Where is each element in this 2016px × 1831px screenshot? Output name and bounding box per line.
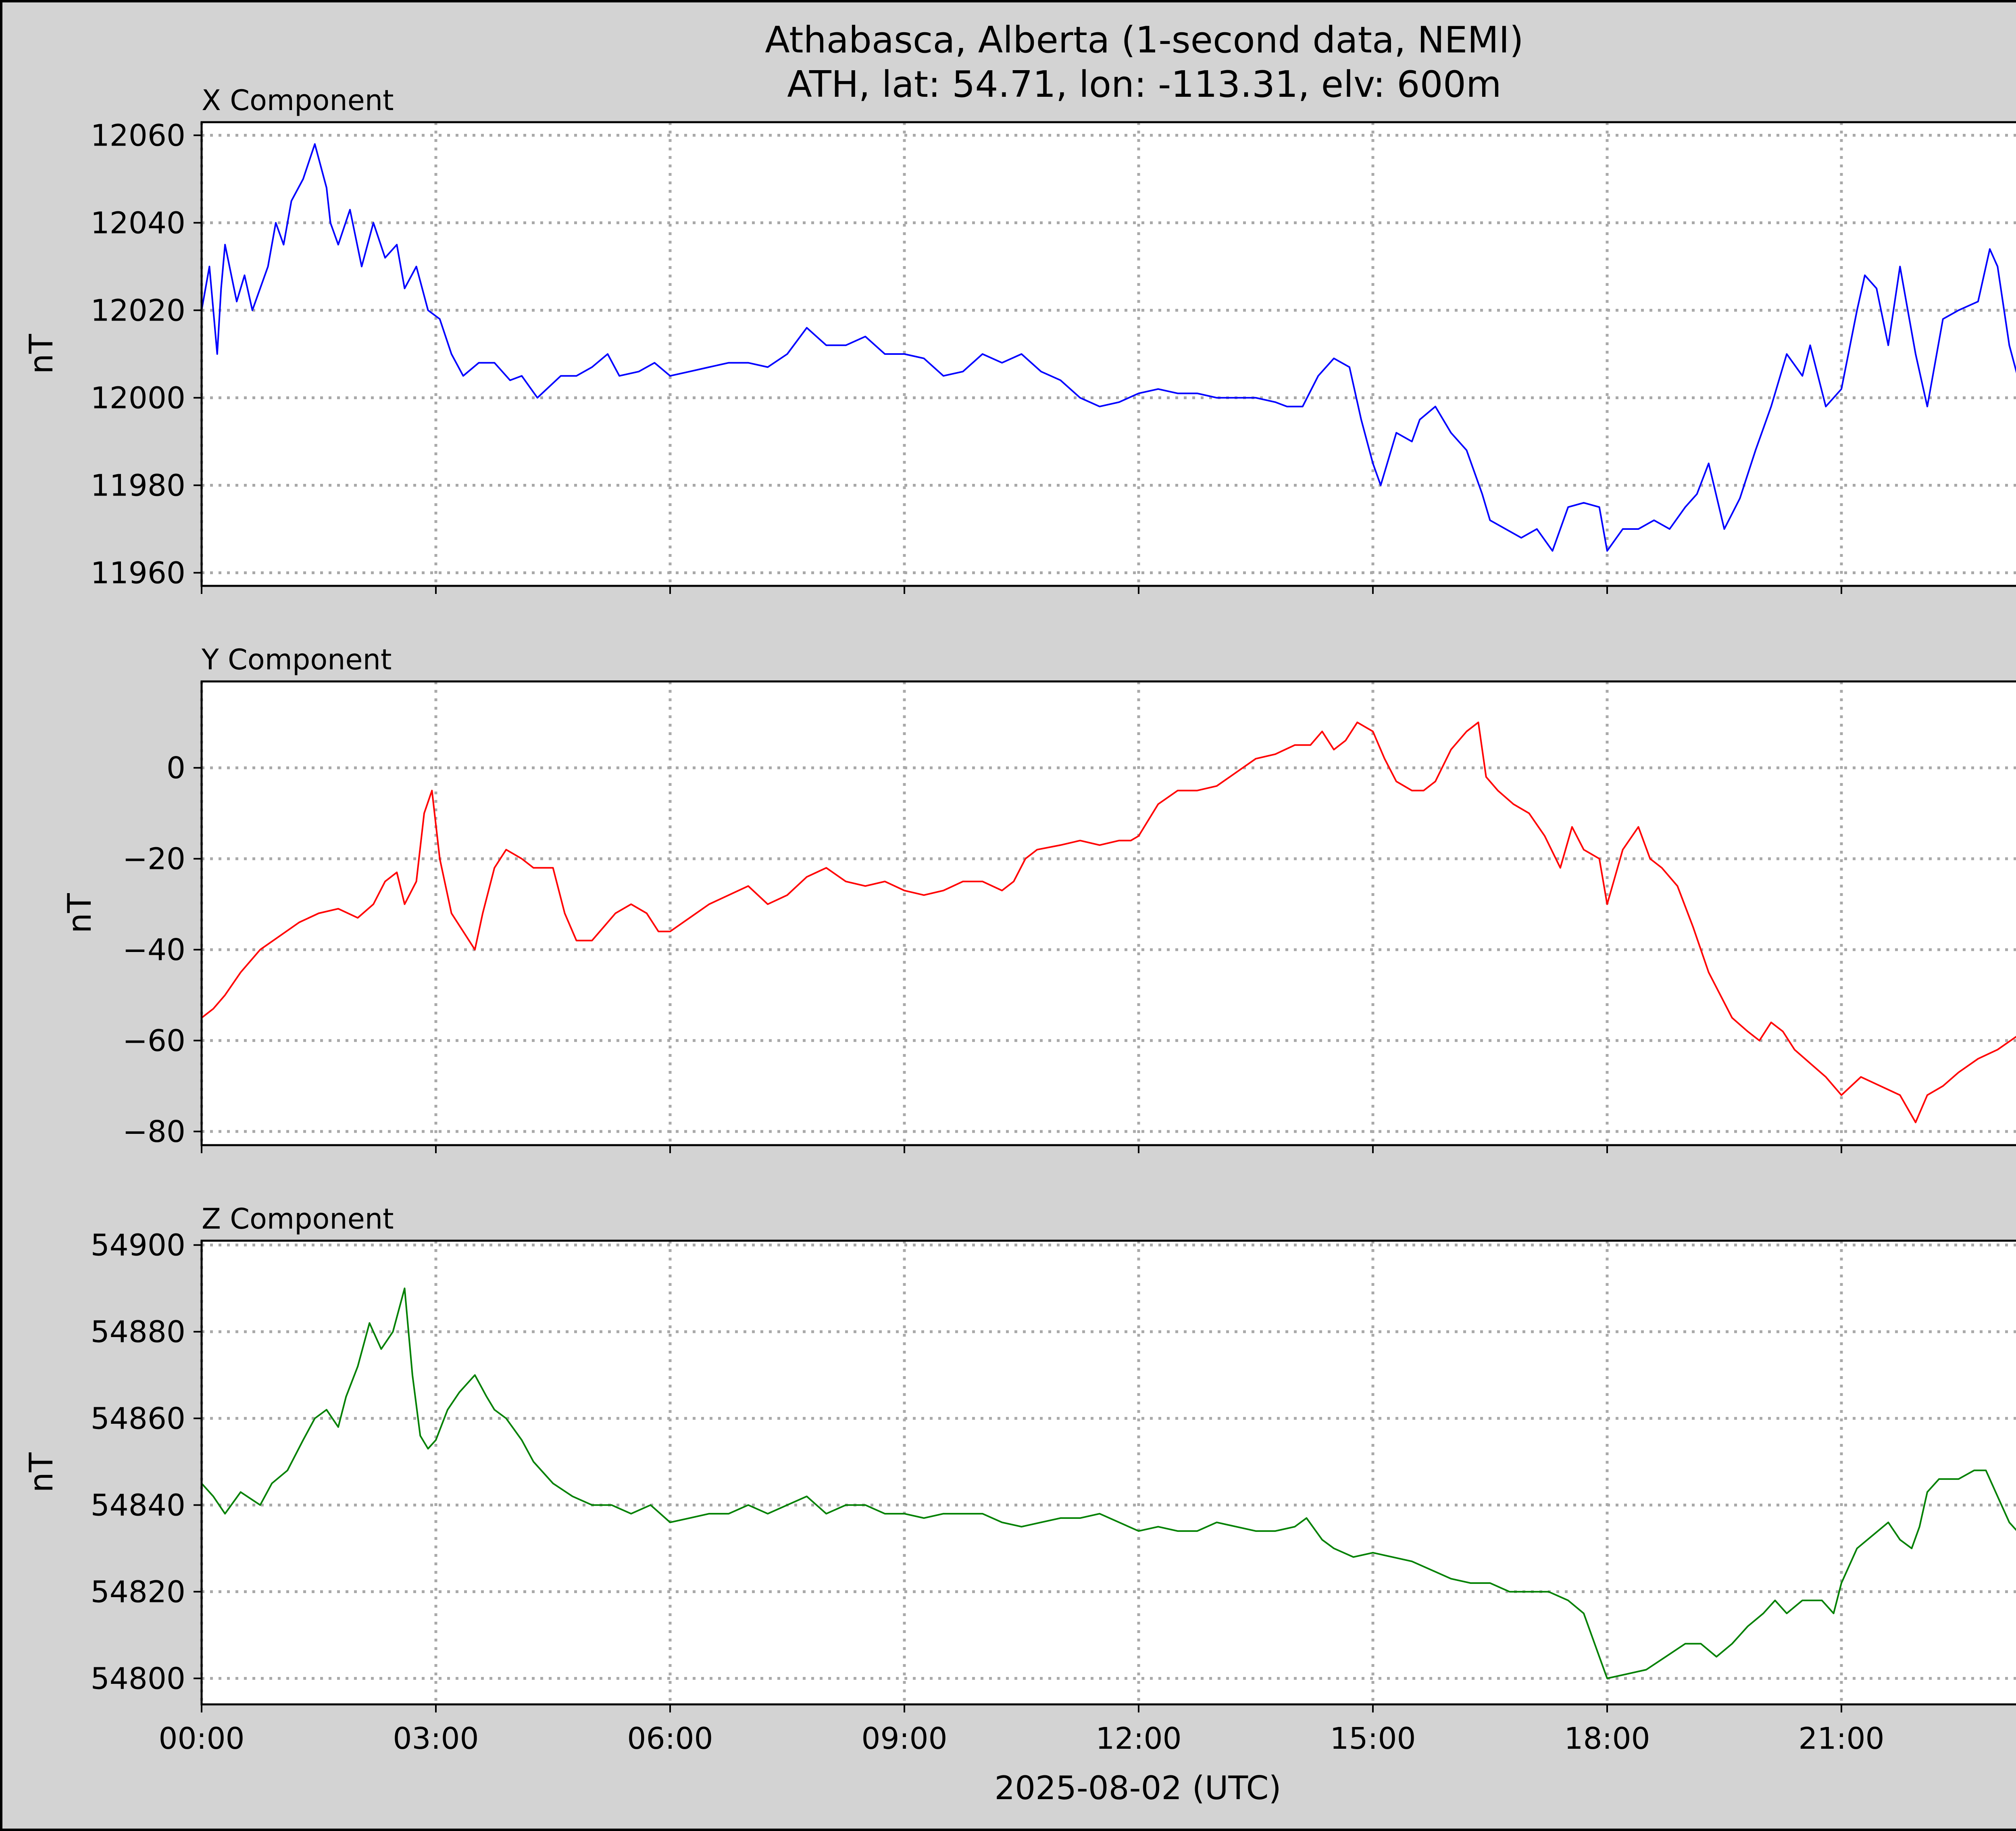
- y-tick-label: 12000: [91, 381, 185, 415]
- panel-2: 0 −20 −40 −60 −80 Y Component nT: [61, 643, 2016, 1153]
- x-axis-label: 2025-08-02 (UTC): [994, 1769, 1281, 1807]
- x-tick-label: 09:00: [861, 1721, 947, 1756]
- y-axis-label: nT: [61, 893, 98, 933]
- series-line-3: [201, 1287, 2016, 1679]
- panel-title: Z Component: [202, 1202, 394, 1235]
- x-tick-label: 12:00: [1095, 1721, 1181, 1756]
- plot-frame: [200, 680, 2016, 1146]
- panel-title: Y Component: [201, 643, 392, 676]
- plot-area: [202, 681, 2016, 1145]
- x-tick-label: 03:00: [393, 1721, 479, 1756]
- chart-title-line1: Athabasca, Alberta (1-second data, NEMI): [765, 19, 1523, 61]
- x-tick-label: 15:00: [1330, 1721, 1416, 1756]
- x-tick-label: 06:00: [627, 1721, 713, 1756]
- x-tick-label: 18:00: [1564, 1721, 1650, 1756]
- plot-area: [202, 1241, 2016, 1704]
- panel-1: 11960 11980 12000 12020 12040 12060 X Componen…: [23, 84, 2016, 594]
- series-line-2: [201, 721, 2016, 1123]
- y-tick-label: 54860: [91, 1402, 185, 1436]
- chart-title-line2: ATH, lat: 54.71, lon: -113.31, elv: 600m: [787, 63, 1501, 106]
- y-tick-label: −60: [123, 1024, 185, 1058]
- y-axis-label: nT: [23, 1452, 60, 1493]
- plot-frame: [200, 121, 2016, 587]
- y-tick-label: 11980: [91, 468, 185, 503]
- y-tick-label: −20: [123, 842, 185, 877]
- series-line-1: [201, 143, 2016, 552]
- plot-area: [202, 122, 2016, 586]
- x-tick-label: 00:00: [158, 1721, 244, 1756]
- y-tick-label: 0: [167, 751, 185, 785]
- y-tick-label: −80: [123, 1114, 185, 1149]
- x-tick-label: 21:00: [1798, 1721, 1884, 1756]
- y-tick-label: 12060: [91, 119, 185, 153]
- y-tick-label: −40: [123, 933, 185, 967]
- y-tick-label: 12040: [91, 206, 185, 241]
- panel-title: X Component: [202, 84, 394, 117]
- y-axis-label: nT: [23, 333, 60, 374]
- panel-3: 54800 54820 54840 54860 54880 54900 Z Componen…: [23, 1202, 2016, 1756]
- y-tick-label: 54900: [91, 1228, 185, 1263]
- y-tick-label: 11960: [91, 556, 185, 590]
- y-tick-label: 54880: [91, 1315, 185, 1350]
- y-tick-label: 54800: [91, 1662, 185, 1696]
- y-tick-label: 12020: [91, 294, 185, 328]
- y-tick-label: 54840: [91, 1488, 185, 1523]
- y-tick-label: 54820: [91, 1575, 185, 1610]
- plot-frame: [200, 1239, 2016, 1706]
